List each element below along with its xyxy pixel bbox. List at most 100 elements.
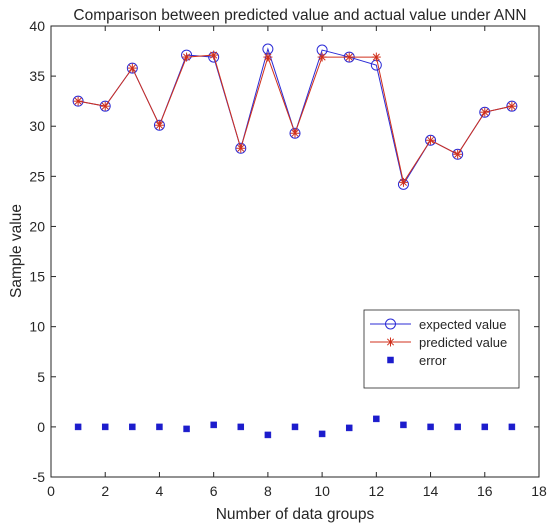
data-point	[156, 423, 163, 431]
asterisk-stroke	[291, 129, 299, 137]
asterisk-stroke	[481, 108, 489, 116]
x-tick-label: 8	[264, 483, 272, 499]
chart-title: Comparison between predicted value and a…	[73, 7, 526, 24]
data-point	[453, 149, 463, 159]
data-point	[479, 106, 491, 118]
data-point	[506, 100, 518, 112]
data-point	[373, 415, 380, 423]
series-1	[73, 50, 517, 187]
legend-entry: error	[387, 353, 447, 368]
x-tick-label: 14	[423, 483, 439, 499]
data-point	[454, 423, 461, 431]
legend-label: expected value	[419, 317, 506, 332]
y-tick-label: 25	[29, 168, 45, 184]
asterisk-stroke	[454, 150, 462, 158]
plot-area	[51, 26, 539, 477]
data-point	[371, 52, 381, 62]
plot-frame	[50, 25, 540, 478]
asterisk-stroke	[101, 102, 109, 110]
x-tick-label: 16	[477, 483, 493, 499]
y-tick-label: 0	[37, 419, 45, 435]
legend-label: error	[419, 353, 447, 368]
x-tick-label: 18	[531, 483, 547, 499]
x-tick-label: 12	[369, 483, 385, 499]
asterisk-stroke	[74, 97, 82, 105]
y-axis-label: Sample value	[8, 204, 25, 298]
data-point	[72, 95, 84, 107]
data-point	[235, 142, 247, 154]
legend-entry: expected value	[370, 317, 506, 332]
data-point	[507, 101, 517, 111]
asterisk-stroke	[210, 51, 218, 59]
y-tick-label: 35	[29, 68, 45, 84]
series-2	[74, 415, 516, 439]
asterisk-stroke	[386, 338, 395, 346]
data-point	[425, 134, 437, 146]
asterisk-stroke	[345, 53, 353, 61]
x-axis: 0 2 4 6 8 10 12 14 16 18	[47, 26, 547, 499]
data-point	[237, 423, 245, 431]
legend-marker	[385, 318, 396, 330]
x-tick-label: 0	[47, 483, 55, 499]
series-layer	[72, 43, 518, 439]
asterisk-stroke	[264, 53, 272, 61]
asterisk-stroke	[399, 178, 407, 186]
asterisk-stroke	[155, 121, 163, 129]
data-point	[153, 119, 165, 131]
data-point	[400, 421, 407, 429]
data-point	[264, 431, 272, 439]
data-point	[209, 50, 219, 60]
x-tick-label: 10	[314, 483, 330, 499]
legend-marker	[387, 356, 394, 364]
legend-box	[363, 309, 520, 389]
data-point	[508, 423, 516, 431]
data-point	[154, 120, 164, 130]
y-tick-label: 30	[29, 118, 45, 134]
data-point	[318, 430, 326, 438]
y-tick-label: 5	[37, 369, 45, 385]
data-point	[452, 148, 464, 160]
x-axis-label: Number of data groups	[216, 506, 375, 523]
y-tick-label: 20	[29, 218, 45, 234]
legend: expected value predicted value error	[363, 309, 520, 389]
data-point	[236, 143, 246, 153]
data-point	[74, 423, 82, 431]
data-point	[101, 423, 109, 431]
asterisk-stroke	[372, 53, 380, 61]
y-tick-label: 15	[29, 269, 45, 285]
asterisk-stroke	[318, 53, 326, 61]
data-point	[344, 52, 354, 62]
data-point	[480, 107, 490, 117]
y-tick-label: 10	[29, 319, 45, 335]
data-point	[481, 423, 489, 431]
data-point	[99, 100, 111, 112]
data-point	[100, 101, 110, 111]
data-point	[183, 425, 190, 433]
data-point	[317, 52, 327, 62]
data-point	[427, 423, 434, 431]
asterisk-stroke	[508, 102, 516, 110]
y-axis: -5 0 5 10 15 20 25 30 35 40	[29, 18, 539, 485]
asterisk-stroke	[183, 53, 191, 61]
x-tick-label: 4	[156, 483, 164, 499]
data-point	[290, 128, 300, 138]
data-point	[129, 423, 136, 431]
data-point	[289, 127, 301, 139]
legend-entry: predicted value	[370, 335, 507, 350]
data-point	[127, 63, 137, 73]
data-point	[345, 424, 353, 432]
legend-marker	[386, 337, 395, 347]
x-tick-label: 2	[101, 483, 109, 499]
data-point	[263, 52, 273, 62]
data-point	[210, 421, 217, 429]
asterisk-stroke	[237, 144, 245, 152]
data-point	[426, 135, 436, 145]
data-point	[398, 177, 408, 187]
y-tick-label: 40	[29, 18, 45, 34]
y-tick-label: -5	[33, 469, 46, 485]
data-point	[73, 96, 83, 106]
asterisk-stroke	[128, 64, 136, 72]
x-tick-label: 6	[210, 483, 218, 499]
asterisk-stroke	[427, 136, 435, 144]
